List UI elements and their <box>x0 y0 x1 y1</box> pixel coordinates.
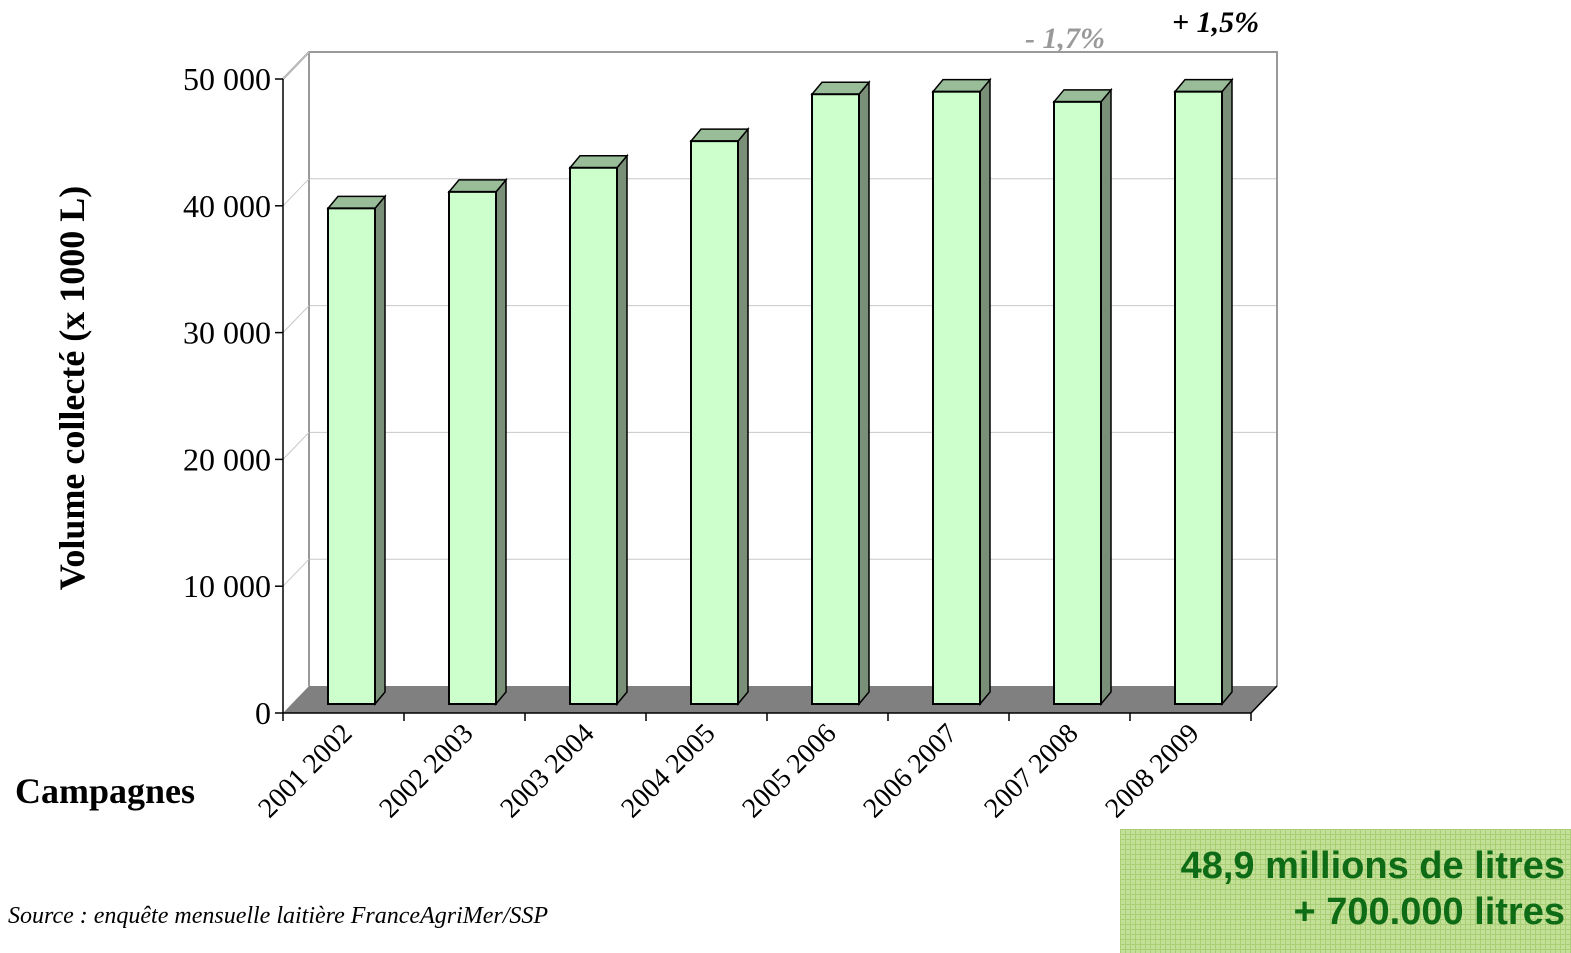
summary-box: 48,9 millions de litres + 700.000 litres <box>1120 829 1571 953</box>
x-tick-label: 2007 2008 <box>978 718 1084 824</box>
bar-top <box>326 195 387 210</box>
summary-volume: 48,9 millions de litres <box>1180 845 1565 887</box>
gridline-side <box>282 305 310 333</box>
bar-top <box>447 179 508 193</box>
x-tick-label: 2008 2009 <box>1099 718 1205 824</box>
annotation-change-2008-2009: + 1,5% <box>1172 6 1260 39</box>
bar-top <box>1173 78 1234 93</box>
x-tick-label: 2006 2007 <box>857 718 963 824</box>
bar <box>932 90 981 706</box>
bar-top <box>810 81 871 95</box>
y-tick-label: 0 <box>255 695 271 731</box>
y-axis-label: Volume collecté (x 1000 L) <box>52 185 92 591</box>
y-tick-label: 40 000 <box>183 188 271 224</box>
bar-top <box>931 78 992 93</box>
chart-wall-frame <box>282 51 1278 686</box>
bar <box>1174 90 1223 706</box>
bar <box>569 166 618 705</box>
gridline-side <box>282 432 310 460</box>
bar-side <box>374 194 386 707</box>
floor-right-edge <box>1250 685 1278 714</box>
bar-side <box>1221 77 1233 707</box>
bar-top <box>568 155 629 169</box>
source-note: Source : enquête mensuelle laitière Fran… <box>8 903 549 929</box>
bar-top <box>689 128 750 142</box>
x-tick-label: 2002 2003 <box>373 718 479 824</box>
bar <box>690 140 739 705</box>
bar <box>327 207 376 705</box>
bar-top <box>1052 89 1113 103</box>
y-tick-label: 50 000 <box>183 61 271 97</box>
chart-floor <box>283 686 1277 713</box>
gridline-side <box>282 178 310 207</box>
bar-side <box>979 77 991 707</box>
bar-side <box>616 153 628 707</box>
gridline-side <box>282 558 310 587</box>
bar-side <box>737 127 749 707</box>
bar <box>448 190 497 706</box>
x-axis-label: Campagnes <box>15 771 196 811</box>
y-tick-label: 30 000 <box>183 315 271 351</box>
x-tick-label: 2003 2004 <box>494 718 600 824</box>
summary-change: + 700.000 litres <box>1293 891 1566 933</box>
x-tick-label: 2004 2005 <box>615 718 721 824</box>
bar-side <box>495 177 507 707</box>
x-tick-label: 2001 2002 <box>252 718 358 824</box>
gridline-side <box>282 51 310 80</box>
bar-side <box>858 80 870 707</box>
annotation-change-2007-2008: - 1,7% <box>1025 22 1105 55</box>
x-tick-label: 2005 2006 <box>736 718 842 824</box>
bar <box>811 93 860 705</box>
bar <box>1053 100 1102 706</box>
y-tick-label: 10 000 <box>183 568 271 604</box>
y-tick-label: 20 000 <box>183 441 271 477</box>
bar-side <box>1100 87 1112 707</box>
